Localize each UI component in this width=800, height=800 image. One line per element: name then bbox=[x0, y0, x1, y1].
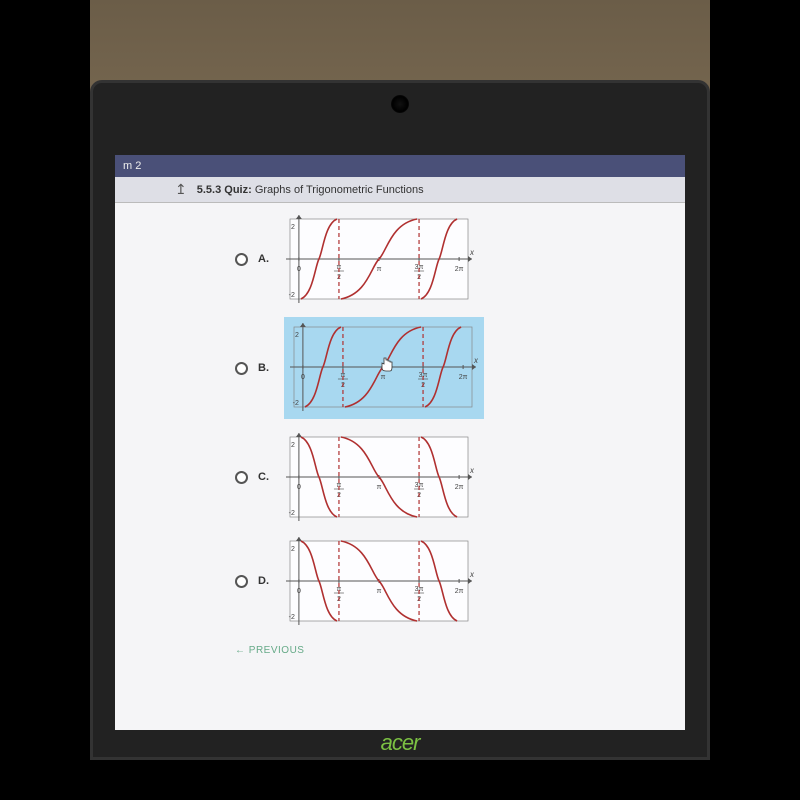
svg-text:0: 0 bbox=[297, 266, 301, 273]
app-topbar: m 2 bbox=[115, 155, 685, 177]
svg-text:x: x bbox=[469, 570, 474, 579]
svg-text:-2: -2 bbox=[289, 614, 295, 621]
laptop-brand: acer bbox=[381, 730, 420, 756]
svg-text:0: 0 bbox=[297, 588, 301, 595]
graph-d[interactable]: 0π2π3π22πx2-2 bbox=[284, 535, 474, 627]
radio-d[interactable] bbox=[235, 575, 248, 588]
topbar-text: m 2 bbox=[123, 160, 141, 172]
svg-text:π: π bbox=[381, 374, 386, 381]
option-label: A. bbox=[258, 253, 274, 265]
option-label: B. bbox=[258, 362, 274, 374]
svg-text:π: π bbox=[377, 588, 382, 595]
options-list: A.0π2π3π22πx2-2B.0π2π3π22πx2-2C.0π2π3π22… bbox=[115, 203, 685, 637]
svg-text:2: 2 bbox=[291, 546, 295, 553]
graph-a[interactable]: 0π2π3π22πx2-2 bbox=[284, 213, 474, 305]
back-icon[interactable]: ↥ bbox=[175, 181, 187, 198]
svg-text:x: x bbox=[469, 466, 474, 475]
cursor-hand-icon bbox=[380, 356, 394, 372]
svg-text:-2: -2 bbox=[293, 400, 299, 407]
svg-text:-2: -2 bbox=[289, 510, 295, 517]
svg-text:0: 0 bbox=[297, 484, 301, 491]
radio-c[interactable] bbox=[235, 471, 248, 484]
option-row-d[interactable]: D.0π2π3π22πx2-2 bbox=[235, 535, 685, 627]
quiz-title: 5.5.3 Quiz: Graphs of Trigonometric Func… bbox=[197, 184, 424, 196]
previous-link[interactable]: ← PREVIOUS bbox=[235, 645, 685, 656]
option-label: D. bbox=[258, 575, 274, 587]
svg-text:2: 2 bbox=[291, 224, 295, 231]
screen: m 2 ↥ 5.5.3 Quiz: Graphs of Trigonometri… bbox=[115, 155, 685, 730]
graph-c[interactable]: 0π2π3π22πx2-2 bbox=[284, 431, 474, 523]
svg-text:2π: 2π bbox=[455, 266, 464, 273]
svg-text:2: 2 bbox=[291, 442, 295, 449]
svg-text:2π: 2π bbox=[455, 484, 464, 491]
webcam bbox=[391, 95, 409, 113]
svg-text:π: π bbox=[377, 266, 382, 273]
graph-b[interactable]: 0π2π3π22πx2-2 bbox=[284, 317, 484, 419]
svg-text:-2: -2 bbox=[289, 292, 295, 299]
svg-text:π: π bbox=[377, 484, 382, 491]
svg-text:x: x bbox=[473, 356, 478, 365]
option-row-a[interactable]: A.0π2π3π22πx2-2 bbox=[235, 213, 685, 305]
svg-text:2π: 2π bbox=[459, 374, 468, 381]
svg-text:2π: 2π bbox=[455, 588, 464, 595]
option-label: C. bbox=[258, 471, 274, 483]
option-row-b[interactable]: B.0π2π3π22πx2-2 bbox=[235, 317, 685, 419]
svg-text:2: 2 bbox=[295, 332, 299, 339]
svg-text:0: 0 bbox=[301, 374, 305, 381]
quiz-header: ↥ 5.5.3 Quiz: Graphs of Trigonometric Fu… bbox=[115, 177, 685, 203]
svg-text:x: x bbox=[469, 248, 474, 257]
option-row-c[interactable]: C.0π2π3π22πx2-2 bbox=[235, 431, 685, 523]
radio-b[interactable] bbox=[235, 362, 248, 375]
radio-a[interactable] bbox=[235, 253, 248, 266]
